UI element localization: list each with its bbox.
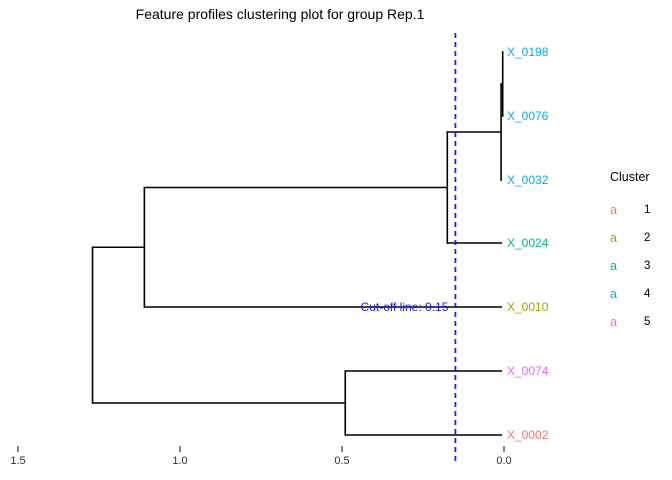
legend-entry-cluster-1: a 1 [610,196,650,224]
legend-entry-label: 3 [644,260,651,272]
legend-entry-cluster-4: a 4 [610,280,650,308]
leaf-label-x-0076: X_0076 [507,109,549,123]
leaf-label-x-0002: X_0002 [507,428,549,442]
x-axis-tick-label: 1.5 [10,455,26,467]
legend-entry-label: 1 [644,204,651,216]
legend-entry-label: 4 [644,288,651,300]
legend-key-glyph: a [610,259,617,273]
x-axis-tick-label: 1.0 [172,455,188,467]
x-axis-tick-label: 0.5 [334,455,350,467]
legend-key-glyph: a [610,315,617,329]
legend-entry-cluster-3: a 3 [610,252,650,280]
legend-key-glyph: a [610,287,617,301]
legend-key-glyph: a [610,231,617,245]
legend-entry-cluster-5: a 5 [610,308,650,336]
leaf-label-x-0024: X_0024 [507,236,549,250]
legend-key-glyph: a [610,203,617,217]
legend: Cluster a 1 a 2 a 3 a 4 a 5 [610,170,650,336]
leaf-label-x-0198: X_0198 [507,45,549,59]
legend-entry-label: 5 [644,316,651,328]
leaf-label-x-0074: X_0074 [507,364,549,378]
cutoff-line-label: Cut-off line: 0.15 [360,300,449,314]
leaf-label-x-0010: X_0010 [507,300,549,314]
leaf-label-x-0032: X_0032 [507,173,549,187]
plot-title: Feature profiles clustering plot for gro… [135,6,425,22]
legend-entry-label: 2 [644,232,651,244]
legend-entry-cluster-2: a 2 [610,224,650,252]
x-axis-tick-label: 0.0 [496,455,512,467]
legend-title: Cluster [610,170,650,184]
